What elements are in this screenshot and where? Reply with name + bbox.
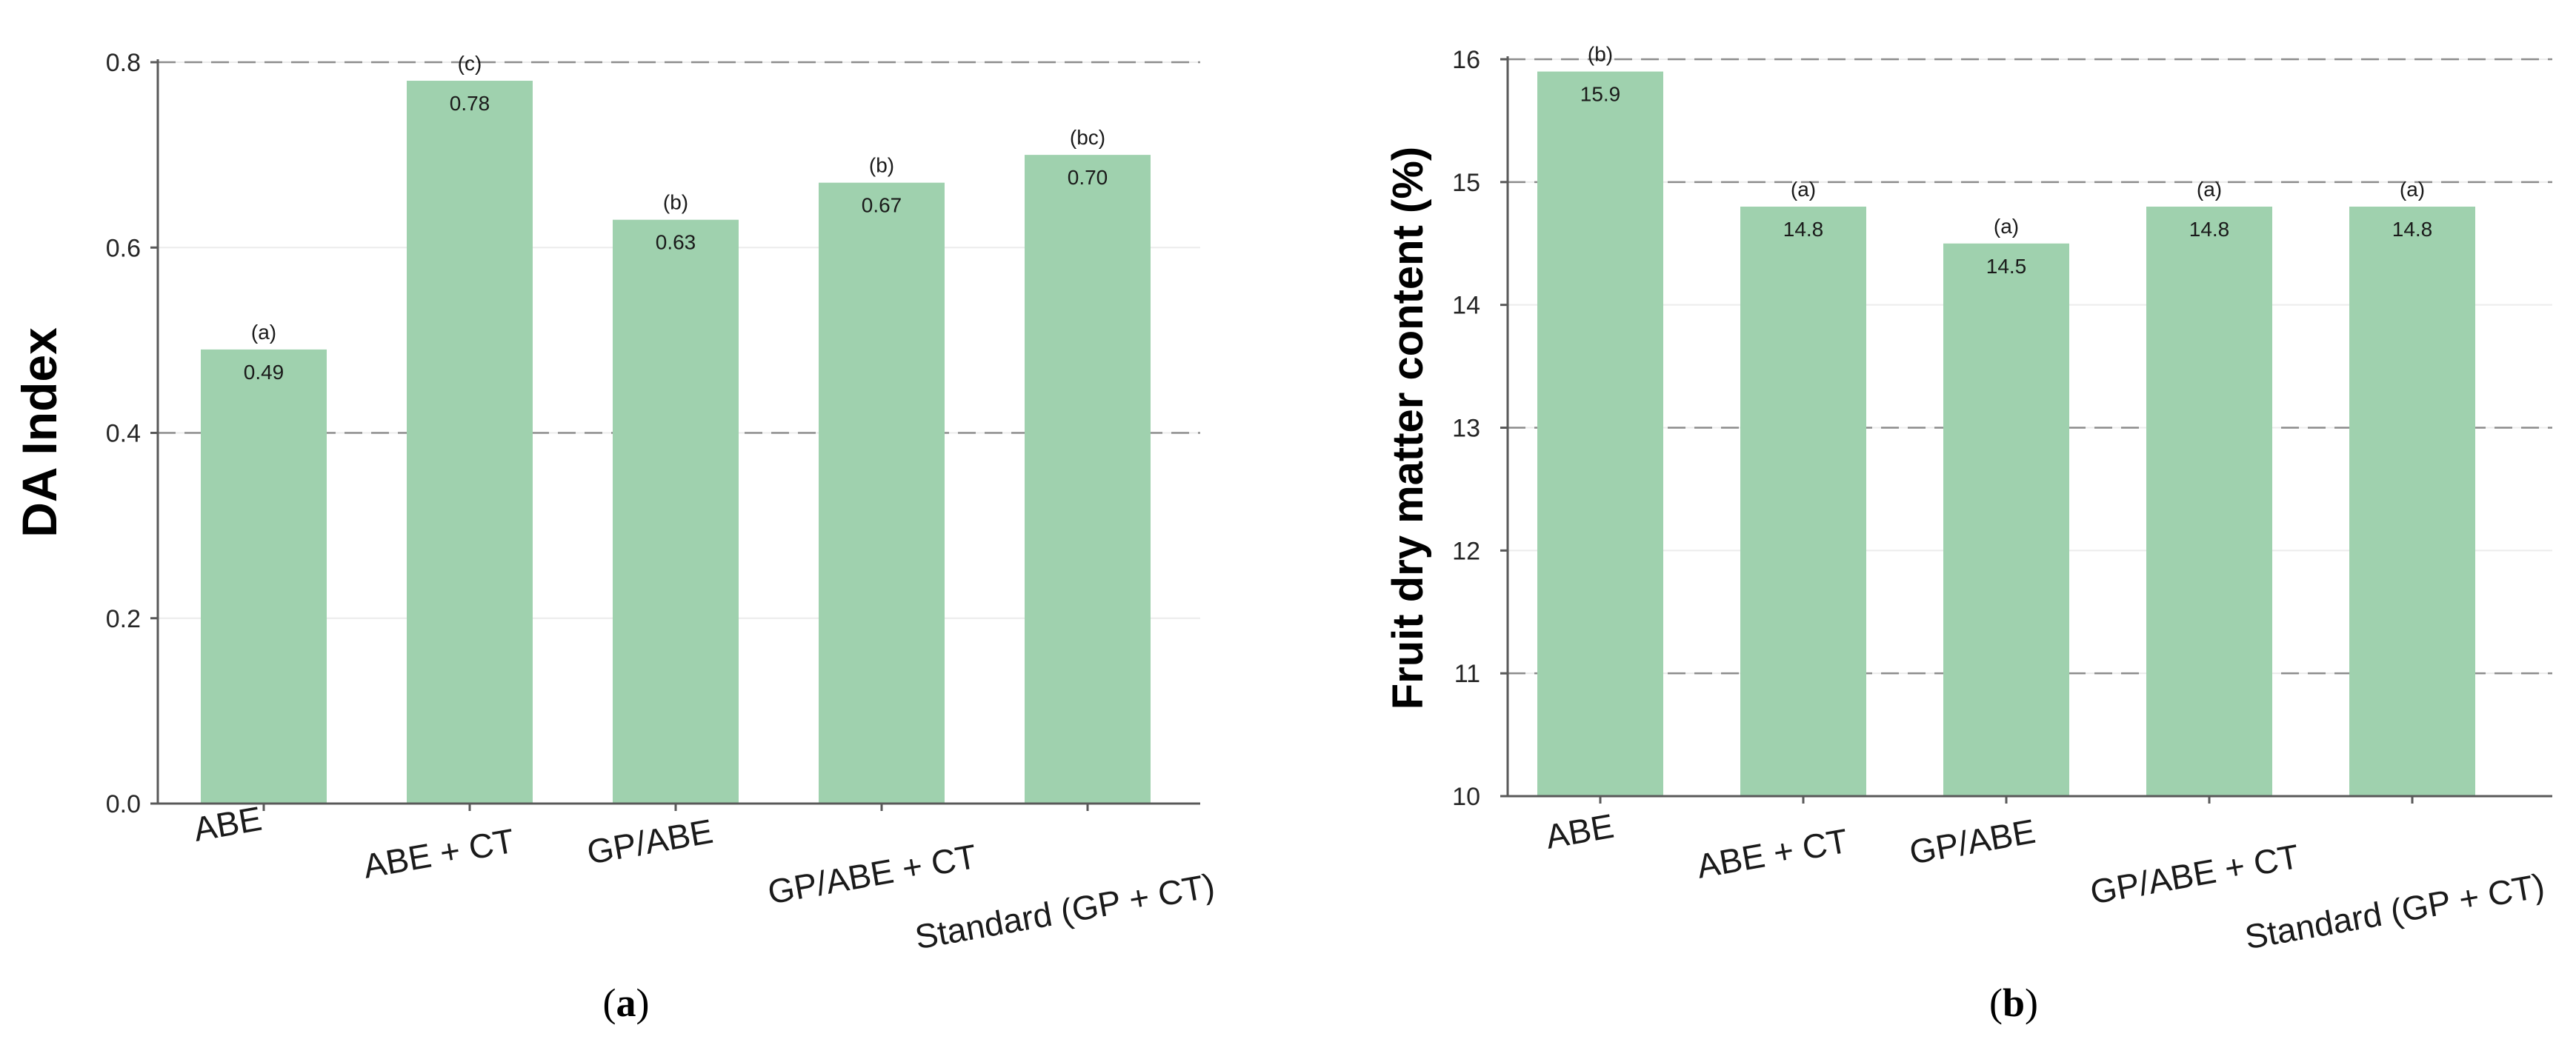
x-tick-label: ABE + CT — [1694, 821, 1851, 886]
y-tick-label: 0.2 — [106, 605, 141, 633]
panel-label: (a) — [603, 981, 650, 1025]
significance-label: (b) — [663, 191, 688, 214]
panel-label-letter: a — [616, 981, 636, 1025]
data-label: 14.8 — [1783, 218, 1824, 241]
chart-panel-b: 15.9 (b) 14.8 (a) 14.5 (a) 14.8 (a) 14.8 (a) 10 11 1… — [1384, 43, 2552, 1025]
bar — [2146, 207, 2272, 796]
y-tick-label: 0.8 — [106, 49, 141, 77]
significance-label: (b) — [1588, 43, 1613, 66]
bar — [819, 182, 945, 804]
bar — [1740, 207, 1866, 796]
y-tick-label: 10 — [1452, 783, 1480, 811]
chart-panel-a: 0.49 (a) 0.78 (c) 0.63 (b) 0.67 (b) 0.70 (bc) 0.0 0… — [12, 49, 1217, 1025]
y-tick-label: 11 — [1454, 660, 1480, 688]
x-tick-label: GP/ABE + CT — [765, 837, 979, 912]
bar — [201, 349, 327, 804]
data-label: 14.8 — [2189, 218, 2230, 241]
x-tick-label: Standard (GP + CT) — [912, 866, 1217, 956]
data-label: 15.9 — [1580, 83, 1621, 106]
significance-label: (b) — [869, 154, 894, 177]
y-tick-label: 15 — [1452, 169, 1480, 197]
x-tick-label: GP/ABE — [584, 812, 716, 872]
y-axis-title: Fruit dry matter content (%) — [1384, 147, 1432, 710]
x-tick-label: Standard (GP + CT) — [2242, 866, 2547, 956]
panel-label-open: ( — [1989, 981, 2003, 1025]
x-tick-label: ABE — [190, 799, 264, 849]
data-label: 14.5 — [1986, 255, 2027, 278]
bar — [613, 219, 739, 804]
bar — [1025, 155, 1151, 804]
significance-label: (a) — [2400, 178, 2425, 201]
bar — [407, 81, 533, 804]
panel-label-letter: b — [2003, 981, 2025, 1025]
significance-label: (a) — [1791, 178, 1816, 201]
panel-label: (b) — [1989, 981, 2038, 1025]
data-label: 0.49 — [244, 361, 284, 384]
y-tick-label: 13 — [1452, 415, 1480, 443]
bar — [2349, 207, 2475, 796]
x-tick-label: GP/ABE + CT — [2087, 837, 2302, 912]
data-label: 0.63 — [656, 231, 696, 254]
data-label: 0.70 — [1068, 166, 1108, 189]
panel-label-close: ) — [636, 981, 650, 1025]
y-tick-label: 16 — [1452, 46, 1480, 74]
y-tick-label: 14 — [1452, 292, 1480, 320]
y-tick-label: 0.4 — [106, 420, 141, 448]
significance-label: (a) — [1994, 215, 2019, 238]
y-tick-label: 0.6 — [106, 234, 141, 262]
bar — [1537, 71, 1663, 797]
x-tick-label: ABE + CT — [360, 821, 517, 886]
data-label: 14.8 — [2392, 218, 2433, 241]
x-tick-label: ABE — [1542, 807, 1617, 856]
significance-label: (a) — [2197, 178, 2222, 201]
significance-label: (a) — [251, 321, 276, 344]
significance-label: (bc) — [1070, 126, 1105, 149]
panel-label-open: ( — [603, 981, 616, 1025]
y-axis-title: DA Index — [12, 327, 67, 538]
x-tick-label: GP/ABE — [1906, 812, 2038, 872]
y-tick-label: 12 — [1452, 537, 1480, 565]
bar — [1943, 243, 2069, 796]
data-label: 0.67 — [862, 194, 902, 217]
y-tick-label: 0.0 — [106, 790, 141, 818]
panel-label-close: ) — [2025, 981, 2038, 1025]
data-label: 0.78 — [450, 92, 490, 115]
significance-label: (c) — [458, 52, 482, 75]
